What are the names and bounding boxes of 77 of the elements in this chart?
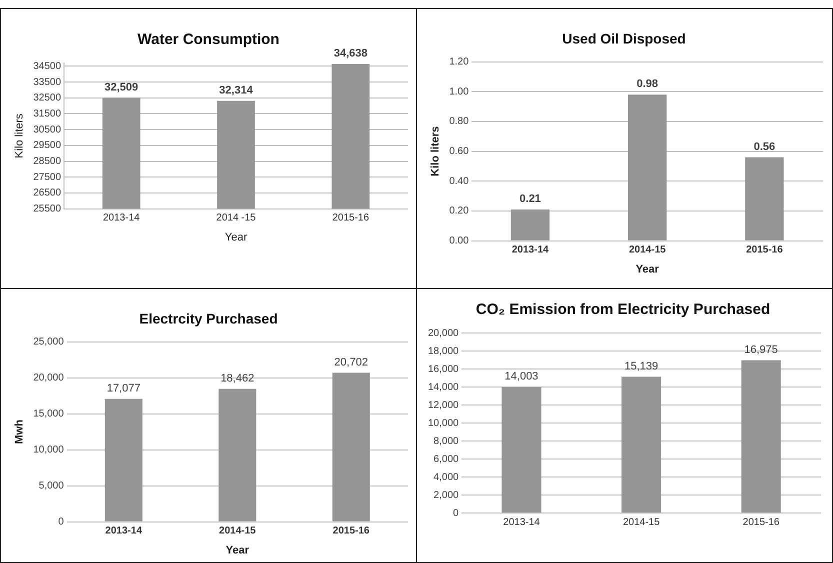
y-tick-label: 31500 [33, 108, 62, 120]
y-tick-label: 0 [453, 508, 460, 519]
bar [332, 372, 370, 522]
x-tick-label: 2015-16 [746, 244, 784, 256]
bar [218, 388, 256, 522]
chart-title: Water Consumption [138, 31, 280, 48]
y-tick-label: 20,000 [33, 372, 64, 384]
chart-title: Electrcity Purchased [139, 310, 278, 326]
y-tick-label: 27500 [33, 172, 62, 183]
bar [502, 386, 542, 512]
y-tick-label: 1.00 [449, 86, 470, 98]
y-tick-label: 4,000 [434, 472, 460, 483]
y-tick-label: 28500 [33, 156, 62, 168]
bar [745, 157, 784, 240]
y-tick-label: 14,000 [428, 382, 460, 393]
y-tick-label: 0.40 [449, 176, 470, 187]
bar [622, 376, 662, 512]
y-tick-label: 0.80 [449, 116, 470, 128]
data-label: 0.21 [520, 193, 541, 206]
bar [510, 209, 550, 240]
y-tick-label: 20,000 [428, 328, 460, 339]
data-label: 20,702 [334, 356, 368, 368]
x-tick-label: 2015-16 [742, 516, 780, 528]
y-tick-label: 25500 [33, 204, 62, 215]
y-tick-label: 6,000 [434, 454, 460, 465]
y-tick-label: 10,000 [33, 444, 64, 456]
y-tick-label: 0.60 [449, 146, 470, 158]
bar [104, 398, 142, 522]
y-tick-label: 25,000 [33, 336, 64, 348]
x-tick-label: 2014 -15 [216, 212, 256, 224]
chart-title: Used Oil Disposed [562, 30, 686, 46]
data-label: 18,462 [220, 372, 254, 384]
y-axis-title: Kilo liters [14, 113, 26, 158]
x-tick-label: 2015-16 [332, 526, 370, 537]
y-tick-label: 2,000 [434, 490, 460, 501]
y-tick-label: 15,000 [33, 408, 64, 420]
data-label: 17,077 [106, 382, 140, 394]
y-tick-label: 10,000 [428, 418, 460, 429]
y-tick-label: 30500 [33, 124, 62, 136]
x-axis-title: Year [226, 544, 250, 556]
x-tick-label: 2014-15 [628, 244, 666, 256]
data-label: 32,509 [104, 81, 138, 94]
y-axis-title: Mwh [14, 419, 26, 444]
y-tick-label: 34500 [33, 60, 62, 72]
data-label: 16,975 [744, 344, 778, 356]
data-label: 14,003 [504, 370, 538, 383]
y-tick-label: 26500 [33, 188, 62, 199]
y-tick-label: 32500 [33, 92, 62, 104]
y-tick-label: 29500 [33, 140, 62, 152]
bar [741, 360, 781, 512]
x-tick-label: 2013-14 [503, 516, 540, 528]
chart-title: CO₂ Emission from Electricity Purchased [476, 301, 770, 318]
y-tick-label: 1.20 [449, 56, 470, 68]
y-tick-label: 18,000 [428, 346, 460, 357]
bar [628, 94, 667, 240]
y-tick-label: 16,000 [428, 364, 460, 375]
x-tick-label: 2013-14 [105, 526, 142, 537]
data-label: 34,638 [334, 48, 368, 60]
y-tick-label: 0 [58, 516, 64, 528]
x-tick-label: 2013-14 [102, 212, 140, 224]
data-label: 32,314 [219, 84, 254, 96]
data-label: 0.56 [754, 140, 776, 153]
x-axis-title: Year [636, 263, 660, 276]
data-label: 15,139 [624, 360, 658, 372]
x-axis-title: Year [224, 231, 248, 244]
data-label: 0.98 [636, 78, 658, 90]
y-tick-label: 12,000 [428, 400, 460, 411]
y-tick-label: 8,000 [434, 436, 460, 447]
y-tick-label: 33500 [33, 76, 62, 88]
x-tick-label: 2014-15 [622, 516, 660, 528]
x-tick-label: 2013-14 [512, 244, 550, 256]
x-tick-label: 2015-16 [332, 212, 370, 224]
y-axis-title: Kilo liters [430, 126, 442, 176]
y-tick-label: 5,000 [38, 480, 64, 492]
y-tick-label: 0.20 [449, 206, 470, 217]
y-tick-label: 0.00 [449, 236, 470, 247]
x-tick-label: 2014-15 [219, 526, 256, 537]
